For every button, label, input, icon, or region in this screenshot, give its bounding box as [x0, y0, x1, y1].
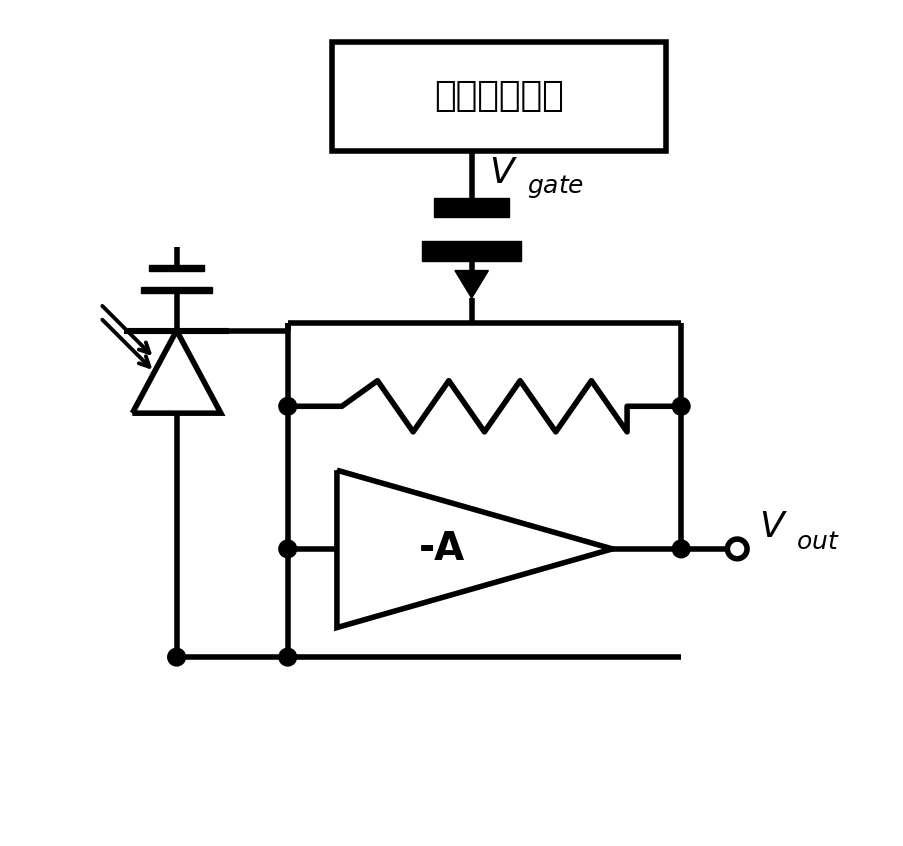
Circle shape: [279, 540, 296, 558]
Circle shape: [279, 648, 296, 666]
Circle shape: [672, 398, 689, 415]
Circle shape: [279, 398, 296, 415]
Text: $\mathit{out}$: $\mathit{out}$: [796, 530, 839, 554]
Circle shape: [727, 539, 746, 558]
Text: $\mathbf{\mathit{V}}$: $\mathbf{\mathit{V}}$: [489, 156, 517, 190]
FancyBboxPatch shape: [331, 42, 666, 151]
Polygon shape: [141, 288, 212, 294]
Text: -A: -A: [418, 530, 464, 568]
Text: $\mathbf{\mathit{V}}$: $\mathbf{\mathit{V}}$: [758, 510, 787, 544]
Polygon shape: [433, 198, 508, 217]
Text: $\mathit{gate}$: $\mathit{gate}$: [526, 173, 583, 200]
Polygon shape: [454, 271, 488, 298]
Polygon shape: [422, 241, 520, 261]
Polygon shape: [149, 265, 204, 271]
Circle shape: [672, 540, 689, 558]
Text: 直流偏置电路: 直流偏置电路: [433, 80, 563, 113]
Circle shape: [168, 648, 185, 666]
